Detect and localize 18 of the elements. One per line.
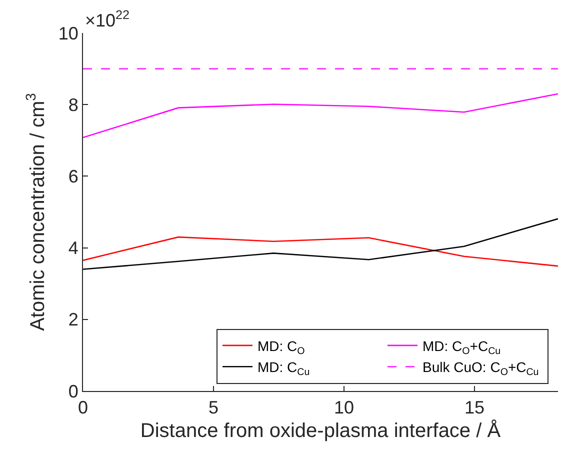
line-series xyxy=(83,93,558,138)
text: ×10$^{22}$ xyxy=(85,8,130,31)
y-tick-label: 2 xyxy=(68,310,78,330)
line-series xyxy=(83,218,558,270)
y-tick-label: 0 xyxy=(68,381,78,402)
x-tick-label: 15 xyxy=(464,398,484,418)
x-axis-title: Distance from oxide-plasma interface / Å xyxy=(140,419,502,442)
y-tick-label: 10 xyxy=(58,23,78,44)
legend-label: Bulk CuO: C$_{O}$+C$_{Cu}$ xyxy=(422,359,539,378)
legend-label: MD: C$_{O}$+C$_{Cu}$ xyxy=(422,338,501,357)
line-series xyxy=(83,236,558,267)
y-tick-label: 6 xyxy=(68,166,78,186)
y-tick-label: 8 xyxy=(68,94,78,115)
legend-label: MD: C$_{O}$ xyxy=(258,338,306,357)
x-tick-label: 10 xyxy=(334,398,354,418)
legend-label: MD: C$_{Cu}$ xyxy=(258,359,310,378)
y-tick-label: 4 xyxy=(68,238,78,258)
x-tick-label: 5 xyxy=(208,398,218,418)
